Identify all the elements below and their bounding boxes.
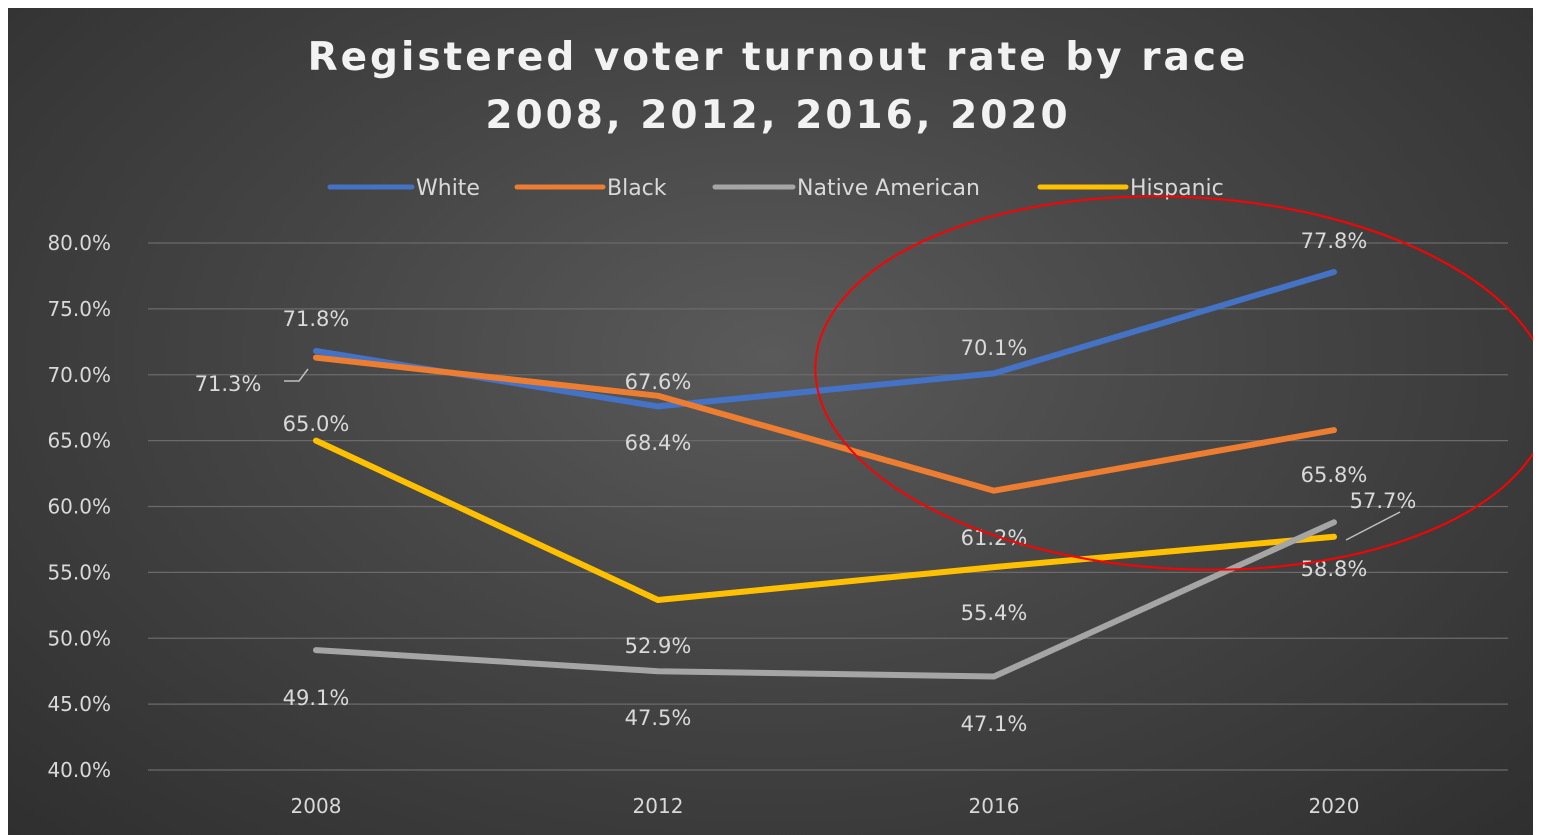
series-line	[313, 354, 1337, 494]
gridlines	[148, 242, 1508, 771]
data-label: 58.8%	[1301, 557, 1368, 581]
data-label: 65.8%	[1301, 463, 1368, 487]
legend-item: Native American	[712, 176, 980, 201]
chart-subtitle: 2008, 2012, 2016, 2020	[485, 93, 1070, 138]
data-label: 70.1%	[961, 336, 1028, 360]
y-tick-label: 70.0%	[47, 363, 111, 387]
y-axis: 80.0% 75.0% 70.0% 65.0% 60.0% 55.0% 50.0% 45.0%…	[47, 231, 111, 782]
data-label: 61.2%	[961, 526, 1028, 550]
data-labels: 71.8% 67.6% 70.1% 77.8% 71.3% 68.4% 61.2% 65.8%…	[195, 229, 1417, 736]
chart-area: Registered voter turnout rate by race 20…	[8, 8, 1533, 835]
highlight-ellipse	[814, 195, 1533, 571]
leader-line	[1345, 511, 1401, 541]
legend-label: Native American	[797, 176, 980, 201]
data-label: 71.3%	[195, 372, 262, 396]
chart-title: Registered voter turnout rate by race	[308, 35, 1249, 80]
data-label: 57.7%	[1350, 489, 1417, 513]
y-tick-label: 50.0%	[47, 626, 111, 650]
legend-item: Black	[514, 176, 667, 201]
data-label: 47.1%	[961, 712, 1028, 736]
x-tick-label: 2016	[969, 794, 1020, 818]
y-tick-label: 40.0%	[47, 758, 111, 782]
y-tick-label: 55.0%	[47, 560, 111, 584]
series-line	[313, 519, 1337, 680]
data-label: 77.8%	[1301, 229, 1368, 253]
data-label: 47.5%	[625, 706, 692, 730]
y-tick-label: 75.0%	[47, 297, 111, 321]
data-label: 65.0%	[283, 412, 350, 436]
series-line	[313, 437, 1337, 603]
line-chart: Registered voter turnout rate by race 20…	[47, 35, 1533, 818]
legend-item: White	[327, 176, 480, 201]
legend: White Black Native American Hispanic	[327, 176, 1224, 201]
data-label: 49.1%	[283, 686, 350, 710]
series-line	[313, 269, 1337, 410]
x-tick-label: 2012	[633, 794, 684, 818]
data-label: 55.4%	[961, 601, 1028, 625]
y-tick-label: 80.0%	[47, 231, 111, 255]
legend-label: Black	[607, 176, 667, 201]
data-label: 68.4%	[625, 431, 692, 455]
y-tick-label: 45.0%	[47, 692, 111, 716]
data-label: 67.6%	[625, 370, 692, 394]
legend-label: White	[416, 176, 480, 201]
leader-line	[284, 368, 309, 382]
x-tick-label: 2020	[1309, 794, 1360, 818]
data-label: 71.8%	[283, 307, 350, 331]
y-tick-label: 60.0%	[47, 495, 111, 519]
y-tick-label: 65.0%	[47, 429, 111, 453]
series-lines	[313, 269, 1337, 680]
data-label: 52.9%	[625, 634, 692, 658]
x-axis: 2008 2012 2016 2020	[291, 794, 1360, 818]
x-tick-label: 2008	[291, 794, 342, 818]
